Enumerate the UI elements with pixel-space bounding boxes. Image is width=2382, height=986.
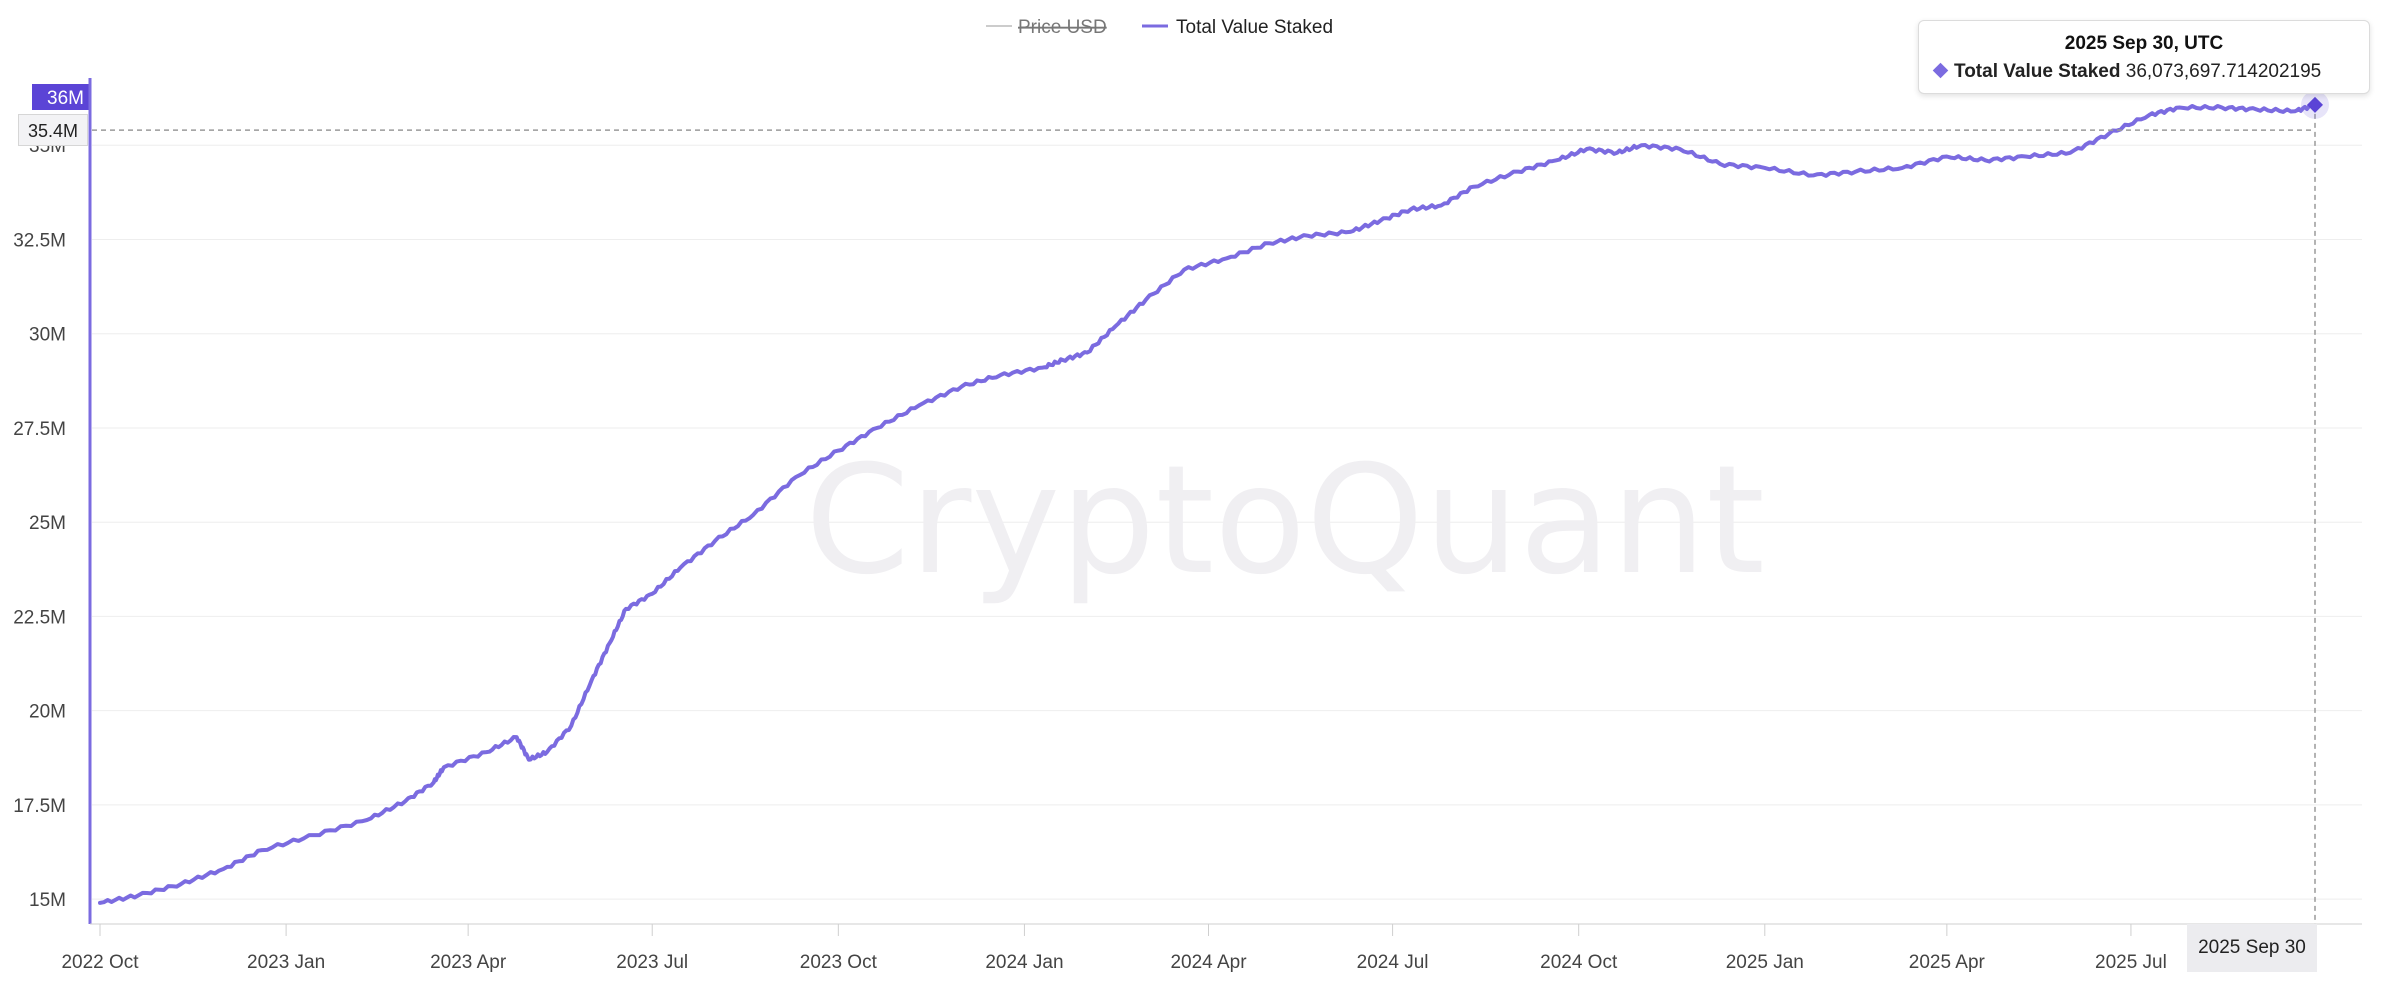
grid-lines: [92, 144, 2362, 900]
tooltip-series-name: Total Value Staked: [1954, 61, 2121, 82]
y-tick-label: 25M: [29, 513, 66, 534]
crosshair: [92, 90, 2329, 924]
y-tick-label: 22.5M: [13, 607, 66, 628]
y-axis-top-marker: [32, 84, 89, 110]
x-axis: 2022 Oct 2023 Jan 2023 Apr 2023 Jul 2023 Oct…: [61, 924, 2167, 973]
y-tick-label: 15M: [29, 890, 66, 911]
crosshair-x-label: 2025 Sep 30: [2187, 924, 2317, 972]
x-tick-label: 2024 Jul: [1357, 952, 1429, 973]
tooltip-value: 36,073,697.714202195: [2125, 61, 2322, 82]
x-tick-label: 2023 Jan: [247, 952, 325, 973]
x-tick-label: 2022 Oct: [61, 952, 139, 973]
x-tick-label: 2024 Jan: [985, 952, 1063, 973]
legend-item-price-usd[interactable]: Price USD: [986, 17, 1107, 38]
x-tick-label: 2023 Oct: [800, 952, 878, 973]
tooltip-title: 2025 Sep 30, UTC: [2064, 33, 2224, 54]
watermark: CryptoQuant: [805, 434, 1765, 608]
tooltip-row: Total Value Staked 36,073,697.714202195: [1931, 61, 2369, 83]
x-tick-label: 2023 Jul: [616, 952, 688, 973]
x-tick-label: 2025 Jul: [2095, 952, 2167, 973]
legend-label-price-usd: Price USD: [1018, 17, 1107, 38]
x-tick-label: 2024 Oct: [1540, 952, 1618, 973]
x-tick-label: 2025 Apr: [1909, 952, 1986, 973]
legend-item-total-value-staked[interactable]: Total Value Staked: [1142, 17, 1333, 38]
y-tick-label: 32.5M: [13, 230, 66, 251]
diamond-icon: [1932, 62, 1949, 79]
y-tick-label: 27.5M: [13, 419, 66, 440]
legend-label-total-value-staked: Total Value Staked: [1176, 17, 1333, 38]
x-tick-label: 2025 Jan: [1726, 952, 1804, 973]
series-total-value-staked[interactable]: [98, 102, 2317, 905]
line-total-value-staked: [98, 102, 2317, 905]
y-tick-label-top: 36M: [47, 88, 84, 109]
tooltip: 2025 Sep 30, UTC Total Value Staked 36,0…: [1918, 20, 2370, 94]
legend: Price USD Total Value Staked: [986, 17, 1333, 38]
crosshair-y-label: 35.4M: [18, 114, 88, 147]
hover-point: [2307, 96, 2323, 113]
x-tick-label: 2023 Apr: [430, 952, 507, 973]
x-tick-label: 2024 Apr: [1170, 952, 1247, 973]
y-tick-label: 17.5M: [13, 796, 66, 817]
y-tick-label: 20M: [29, 702, 66, 723]
y-tick-label: 30M: [29, 325, 66, 346]
